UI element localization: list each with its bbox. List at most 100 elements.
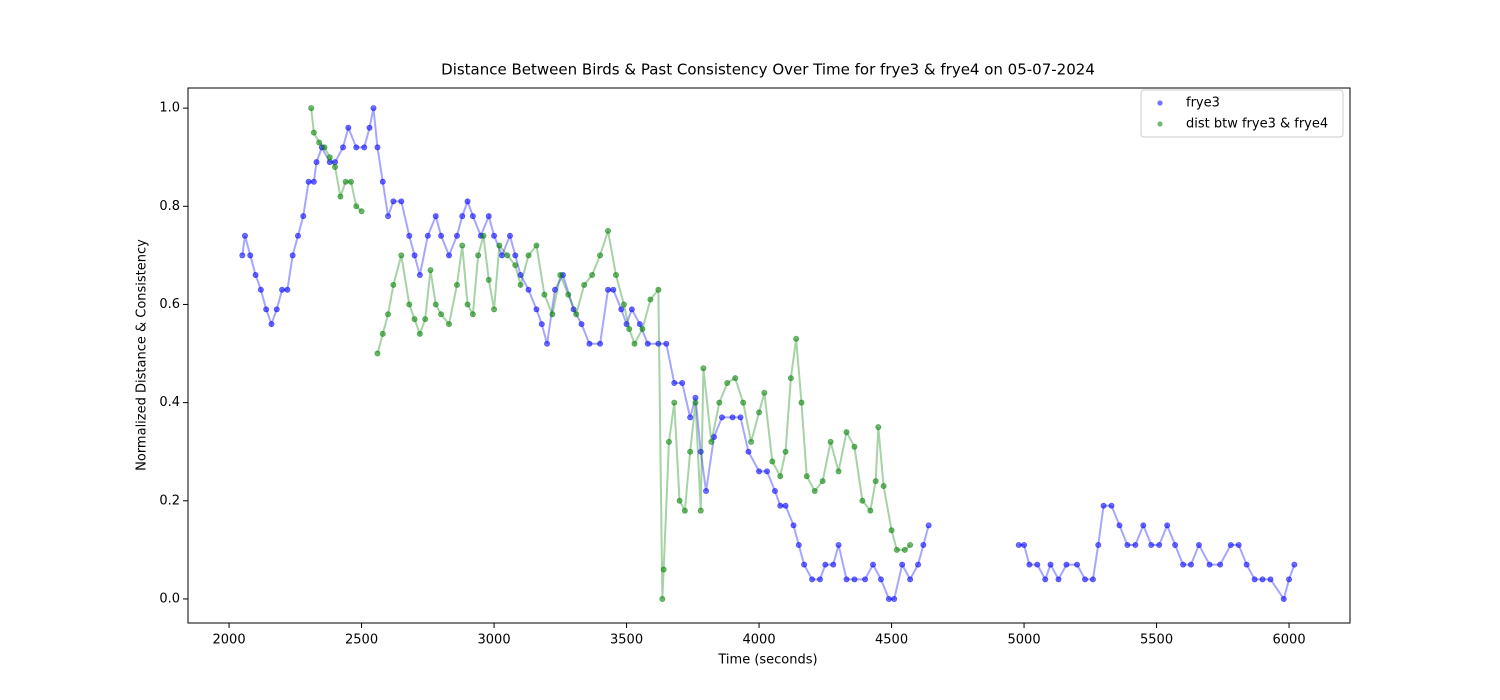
- point: [1095, 541, 1102, 548]
- point: [899, 561, 906, 568]
- point: [597, 252, 604, 259]
- point: [512, 252, 519, 259]
- point: [631, 340, 638, 347]
- y-tick-label: 1.0: [159, 101, 180, 116]
- point: [273, 306, 280, 313]
- point: [1156, 541, 1163, 548]
- point: [533, 306, 540, 313]
- point: [549, 311, 556, 318]
- point: [740, 399, 747, 406]
- point: [915, 561, 922, 568]
- legend-marker: [1157, 100, 1163, 106]
- point: [557, 272, 564, 279]
- point: [1116, 522, 1123, 529]
- point: [385, 213, 392, 220]
- x-tick-label: 4500: [875, 633, 908, 648]
- point: [1132, 541, 1139, 548]
- point: [1206, 561, 1213, 568]
- point: [901, 546, 908, 553]
- point: [453, 232, 460, 239]
- point: [769, 458, 776, 465]
- y-axis-label: Normalized Distance & Consistency: [135, 239, 150, 471]
- point: [406, 301, 413, 308]
- point: [552, 286, 559, 293]
- point: [843, 576, 850, 583]
- point: [284, 286, 291, 293]
- point: [665, 438, 672, 445]
- point: [655, 340, 662, 347]
- point: [263, 306, 270, 313]
- point: [1180, 561, 1187, 568]
- point: [835, 468, 842, 475]
- point: [801, 561, 808, 568]
- point: [1026, 561, 1033, 568]
- point: [432, 301, 439, 308]
- point: [798, 399, 805, 406]
- point: [612, 272, 619, 279]
- point: [1148, 541, 1155, 548]
- point: [877, 576, 884, 583]
- point: [1164, 522, 1171, 529]
- point: [875, 424, 882, 431]
- point: [416, 272, 423, 279]
- point: [771, 487, 778, 494]
- point: [671, 379, 678, 386]
- point: [697, 507, 704, 514]
- point: [888, 527, 895, 534]
- point: [581, 281, 588, 288]
- point: [605, 227, 612, 234]
- point: [294, 232, 301, 239]
- point: [795, 541, 802, 548]
- point: [499, 252, 506, 259]
- point: [782, 448, 789, 455]
- point: [506, 232, 513, 239]
- point: [411, 316, 418, 323]
- point: [374, 350, 381, 357]
- point: [659, 595, 666, 602]
- point: [353, 144, 360, 151]
- y-tick-label: 0.8: [159, 199, 180, 214]
- point: [1195, 541, 1202, 548]
- point: [893, 546, 900, 553]
- point: [565, 291, 572, 298]
- point: [361, 144, 368, 151]
- x-tick-label: 3500: [610, 633, 643, 648]
- point: [485, 276, 492, 283]
- point: [756, 409, 763, 416]
- point: [1034, 561, 1041, 568]
- point: [620, 301, 627, 308]
- point: [790, 522, 797, 529]
- point: [345, 124, 352, 131]
- point: [268, 321, 275, 328]
- point: [398, 252, 405, 259]
- point: [697, 448, 704, 455]
- point: [459, 213, 466, 220]
- point: [819, 478, 826, 485]
- point: [247, 252, 254, 259]
- point: [1251, 576, 1258, 583]
- point: [374, 144, 381, 151]
- point: [480, 232, 487, 239]
- point: [573, 311, 580, 318]
- point: [239, 252, 246, 259]
- point: [1015, 541, 1022, 548]
- point: [321, 144, 328, 151]
- point: [398, 198, 405, 205]
- point: [925, 522, 932, 529]
- point: [843, 429, 850, 436]
- point: [517, 281, 524, 288]
- point: [241, 232, 248, 239]
- point: [570, 306, 577, 313]
- point: [313, 159, 320, 166]
- point: [347, 178, 354, 185]
- point: [491, 306, 498, 313]
- point: [687, 448, 694, 455]
- point: [1217, 561, 1224, 568]
- x-tick-label: 3000: [478, 633, 511, 648]
- point: [756, 468, 763, 475]
- point: [1082, 576, 1089, 583]
- point: [777, 473, 784, 480]
- point: [663, 340, 670, 347]
- point: [671, 399, 678, 406]
